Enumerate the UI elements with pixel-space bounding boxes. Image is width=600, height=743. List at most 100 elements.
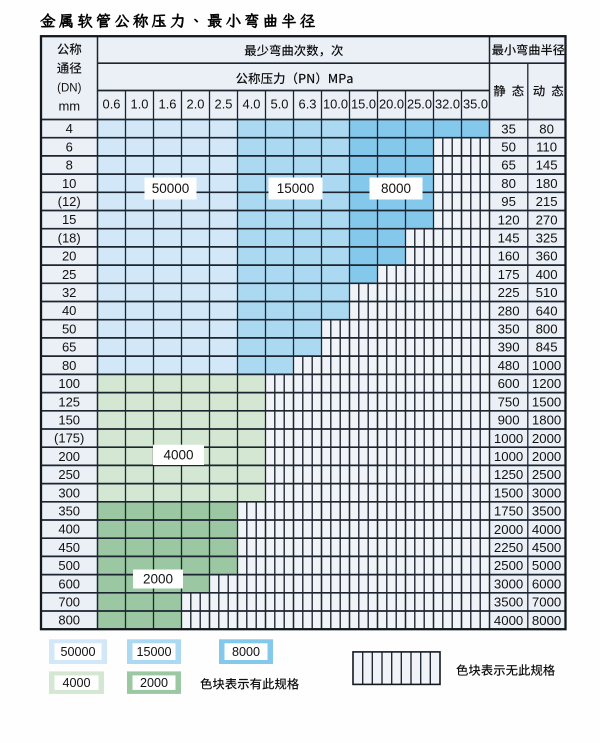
svg-text:80: 80 bbox=[501, 176, 516, 191]
svg-text:1500: 1500 bbox=[532, 394, 561, 409]
svg-text:4000: 4000 bbox=[494, 613, 523, 628]
svg-text:400: 400 bbox=[58, 522, 80, 537]
svg-text:360: 360 bbox=[536, 249, 558, 264]
svg-text:50000: 50000 bbox=[152, 181, 190, 196]
svg-text:1000: 1000 bbox=[494, 449, 523, 464]
svg-text:1.6: 1.6 bbox=[159, 96, 177, 111]
svg-text:3000: 3000 bbox=[494, 576, 523, 591]
svg-text:350: 350 bbox=[58, 504, 80, 519]
svg-text:5000: 5000 bbox=[532, 558, 561, 573]
svg-text:8000: 8000 bbox=[381, 181, 411, 196]
svg-text:1750: 1750 bbox=[494, 504, 523, 519]
svg-text:3500: 3500 bbox=[532, 504, 561, 519]
svg-text:8000: 8000 bbox=[532, 613, 561, 628]
svg-text:800: 800 bbox=[536, 322, 558, 337]
svg-text:35.0: 35.0 bbox=[463, 96, 488, 111]
svg-text:80: 80 bbox=[539, 121, 554, 136]
svg-text:25: 25 bbox=[62, 267, 76, 282]
svg-text:4: 4 bbox=[66, 121, 73, 136]
svg-text:600: 600 bbox=[498, 376, 520, 391]
svg-text:40: 40 bbox=[62, 303, 76, 318]
svg-text:15000: 15000 bbox=[136, 645, 171, 659]
svg-text:4500: 4500 bbox=[532, 540, 561, 555]
svg-text:145: 145 bbox=[498, 231, 520, 246]
svg-text:180: 180 bbox=[536, 176, 558, 191]
svg-text:8000: 8000 bbox=[232, 645, 260, 659]
svg-text:10.0: 10.0 bbox=[323, 96, 348, 111]
svg-text:845: 845 bbox=[536, 340, 558, 355]
svg-text:1200: 1200 bbox=[532, 376, 561, 391]
svg-text:3000: 3000 bbox=[532, 485, 561, 500]
svg-text:32: 32 bbox=[62, 285, 76, 300]
svg-text:2000: 2000 bbox=[532, 431, 561, 446]
svg-text:450: 450 bbox=[58, 540, 80, 555]
svg-text:800: 800 bbox=[58, 613, 80, 628]
svg-text:mm: mm bbox=[58, 99, 80, 114]
svg-text:110: 110 bbox=[536, 140, 557, 155]
svg-text:2500: 2500 bbox=[494, 558, 523, 573]
svg-text:6.3: 6.3 bbox=[299, 96, 317, 111]
svg-text:50: 50 bbox=[501, 140, 516, 155]
svg-text:900: 900 bbox=[498, 413, 520, 428]
svg-text:225: 225 bbox=[498, 285, 520, 300]
svg-text:80: 80 bbox=[62, 358, 76, 373]
svg-text:750: 750 bbox=[498, 394, 520, 409]
svg-text:4000: 4000 bbox=[62, 676, 90, 690]
svg-text:510: 510 bbox=[536, 285, 558, 300]
svg-text:(12): (12) bbox=[58, 194, 81, 209]
svg-text:50: 50 bbox=[62, 321, 76, 336]
svg-text:500: 500 bbox=[58, 558, 80, 573]
svg-text:20.0: 20.0 bbox=[379, 96, 404, 111]
svg-text:3500: 3500 bbox=[494, 595, 523, 610]
svg-text:2000: 2000 bbox=[494, 522, 523, 537]
svg-text:2500: 2500 bbox=[532, 467, 561, 482]
svg-text:65: 65 bbox=[501, 158, 516, 173]
svg-text:4.0: 4.0 bbox=[243, 96, 261, 111]
svg-text:8: 8 bbox=[66, 158, 73, 173]
svg-text:2.0: 2.0 bbox=[187, 96, 205, 111]
svg-text:145: 145 bbox=[536, 158, 558, 173]
svg-text:15000: 15000 bbox=[277, 181, 315, 196]
svg-text:95: 95 bbox=[501, 194, 516, 209]
svg-text:1800: 1800 bbox=[532, 413, 561, 428]
svg-text:2250: 2250 bbox=[494, 540, 523, 555]
svg-text:4000: 4000 bbox=[532, 522, 561, 537]
svg-text:350: 350 bbox=[498, 322, 520, 337]
svg-text:1500: 1500 bbox=[494, 485, 523, 500]
svg-text:300: 300 bbox=[58, 485, 80, 500]
svg-text:640: 640 bbox=[536, 303, 558, 318]
svg-text:2000: 2000 bbox=[532, 449, 561, 464]
svg-text:1250: 1250 bbox=[494, 467, 523, 482]
svg-text:65: 65 bbox=[62, 340, 76, 355]
svg-text:1000: 1000 bbox=[494, 431, 523, 446]
svg-text:390: 390 bbox=[498, 340, 520, 355]
svg-text:120: 120 bbox=[498, 212, 520, 227]
svg-text:215: 215 bbox=[536, 194, 558, 209]
svg-text:4000: 4000 bbox=[163, 447, 193, 462]
svg-text:150: 150 bbox=[58, 413, 80, 428]
svg-text:2000: 2000 bbox=[143, 572, 173, 587]
svg-text:700: 700 bbox=[58, 595, 80, 610]
svg-text:7000: 7000 bbox=[532, 595, 561, 610]
svg-text:600: 600 bbox=[58, 576, 80, 591]
svg-text:480: 480 bbox=[498, 358, 520, 373]
svg-text:15: 15 bbox=[62, 212, 76, 227]
svg-text:1.0: 1.0 bbox=[131, 96, 149, 111]
svg-text:270: 270 bbox=[536, 212, 558, 227]
svg-text:(18): (18) bbox=[58, 230, 81, 245]
svg-text:1000: 1000 bbox=[532, 358, 561, 373]
svg-text:400: 400 bbox=[536, 267, 558, 282]
svg-text:2.5: 2.5 bbox=[215, 96, 233, 111]
svg-text:10: 10 bbox=[62, 176, 76, 191]
svg-text:250: 250 bbox=[58, 467, 80, 482]
svg-text:25.0: 25.0 bbox=[407, 96, 432, 111]
svg-text:(175): (175) bbox=[54, 431, 84, 446]
svg-text:325: 325 bbox=[536, 231, 558, 246]
svg-text:50000: 50000 bbox=[60, 645, 95, 659]
svg-text:2000: 2000 bbox=[140, 676, 168, 690]
svg-text:15.0: 15.0 bbox=[351, 96, 376, 111]
svg-text:160: 160 bbox=[498, 249, 520, 264]
svg-text:5.0: 5.0 bbox=[271, 96, 289, 111]
svg-text:200: 200 bbox=[58, 449, 80, 464]
svg-text:6: 6 bbox=[66, 139, 73, 154]
